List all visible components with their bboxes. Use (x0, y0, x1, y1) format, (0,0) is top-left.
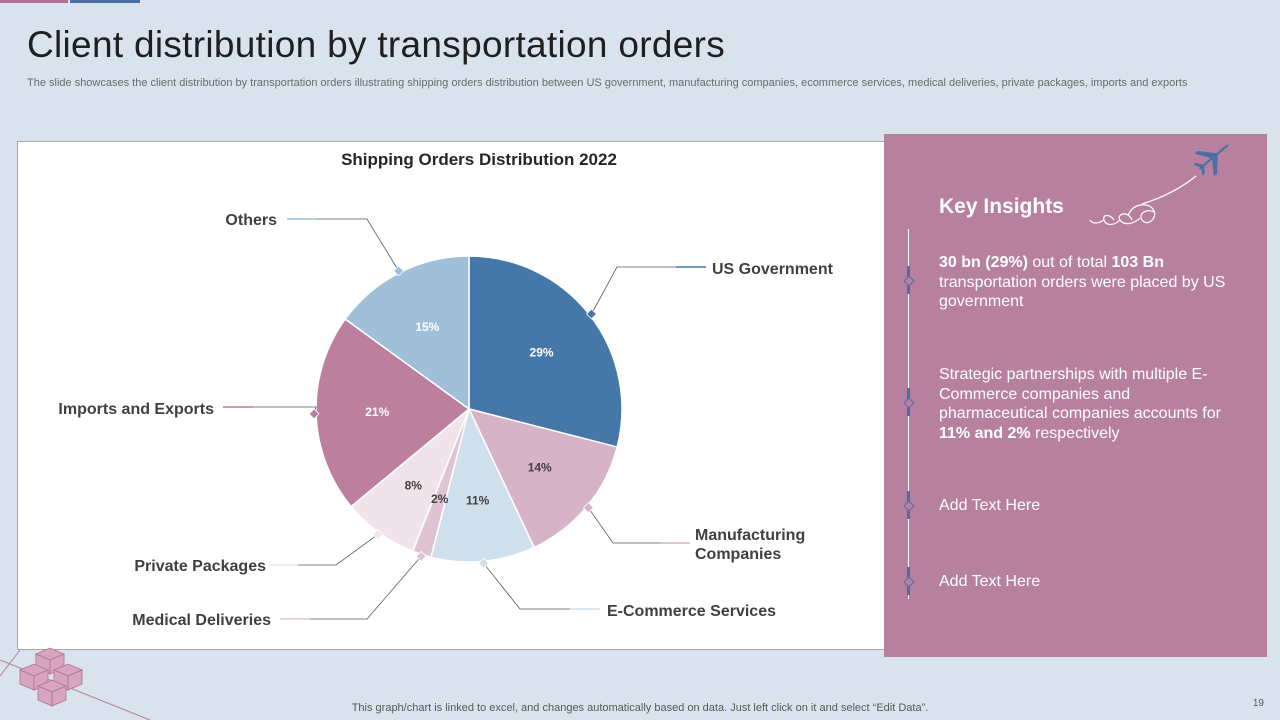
leader-marker-others (393, 265, 405, 277)
category-label-private-packages: Private Packages (134, 558, 266, 575)
category-label-medical-deliveries: Medical Deliveries (132, 612, 271, 629)
leader-line-others (287, 218, 399, 272)
leader-line-manufacturing-companies (588, 507, 690, 544)
category-label-e-commerce-services: E-Commerce Services (607, 603, 776, 620)
data-label-us-government: 29% (530, 346, 554, 360)
leader-marker-us-government (585, 308, 597, 320)
category-label-manufacturing-companies: Manufacturing Companies (695, 527, 805, 563)
insight-item: Strategic partnerships with multiple E-C… (939, 366, 1221, 442)
key-insights-panel: Key Insights 30 bn (29%) out of total 10… (884, 134, 1267, 657)
boxes-icon (0, 647, 151, 720)
flight-path-decoration (1089, 144, 1229, 226)
leader-line-medical-deliveries (280, 556, 422, 620)
insights-title: Key Insights (939, 195, 1064, 218)
insight-item: 30 bn (29%) out of total 103 Bn transpor… (939, 254, 1226, 310)
data-label-imports-and-exports: 21% (365, 405, 389, 419)
page-number: 19 (1252, 698, 1264, 709)
leader-marker-e-commerce-services (478, 557, 490, 569)
flight-path (1141, 175, 1197, 205)
footer-note: This graph/chart is linked to excel, and… (351, 702, 929, 714)
pie-chart[interactable]: Shipping Orders Distribution 2022 29% 14%… (18, 142, 887, 651)
data-label-manufacturing-companies: 14% (528, 461, 552, 475)
data-label-private-packages: 8% (405, 479, 423, 493)
leader-line-e-commerce-services (483, 563, 600, 610)
slide-title: Client distribution by transportation or… (27, 24, 726, 65)
loop-path (1089, 204, 1156, 226)
timeline-diamond (903, 500, 915, 512)
category-label-imports-and-exports: Imports and Exports (58, 401, 214, 418)
category-label-us-government: US Government (712, 261, 834, 278)
leader-marker-medical-deliveries (415, 550, 427, 562)
leader-marker-manufacturing-companies (582, 502, 594, 514)
timeline-diamond (903, 576, 915, 588)
category-label-others: Others (225, 212, 277, 229)
data-label-others: 15% (415, 320, 439, 334)
timeline-diamond (903, 275, 915, 287)
chart-card[interactable]: Shipping Orders Distribution 2022 29% 14%… (17, 141, 886, 650)
airplane-icon (1193, 144, 1229, 177)
insight-item: Add Text Here (939, 497, 1041, 514)
leader-marker-private-packages (372, 528, 384, 540)
chart-title: Shipping Orders Distribution 2022 (341, 150, 617, 169)
data-label-medical-deliveries: 2% (431, 492, 449, 506)
slide-subtitle: The slide showcases the client distribut… (27, 77, 1188, 89)
accent-bar-right (70, 0, 140, 3)
leader-line-us-government (591, 266, 706, 315)
insight-item: Add Text Here (939, 573, 1041, 590)
data-label-e-commerce-services: 11% (466, 493, 490, 507)
timeline-diamond (903, 397, 915, 409)
leader-line-imports-and-exports (223, 406, 317, 414)
leader-line-private-packages (268, 534, 379, 566)
accent-bar-left (0, 0, 68, 3)
leader-marker-imports-and-exports (308, 408, 320, 420)
